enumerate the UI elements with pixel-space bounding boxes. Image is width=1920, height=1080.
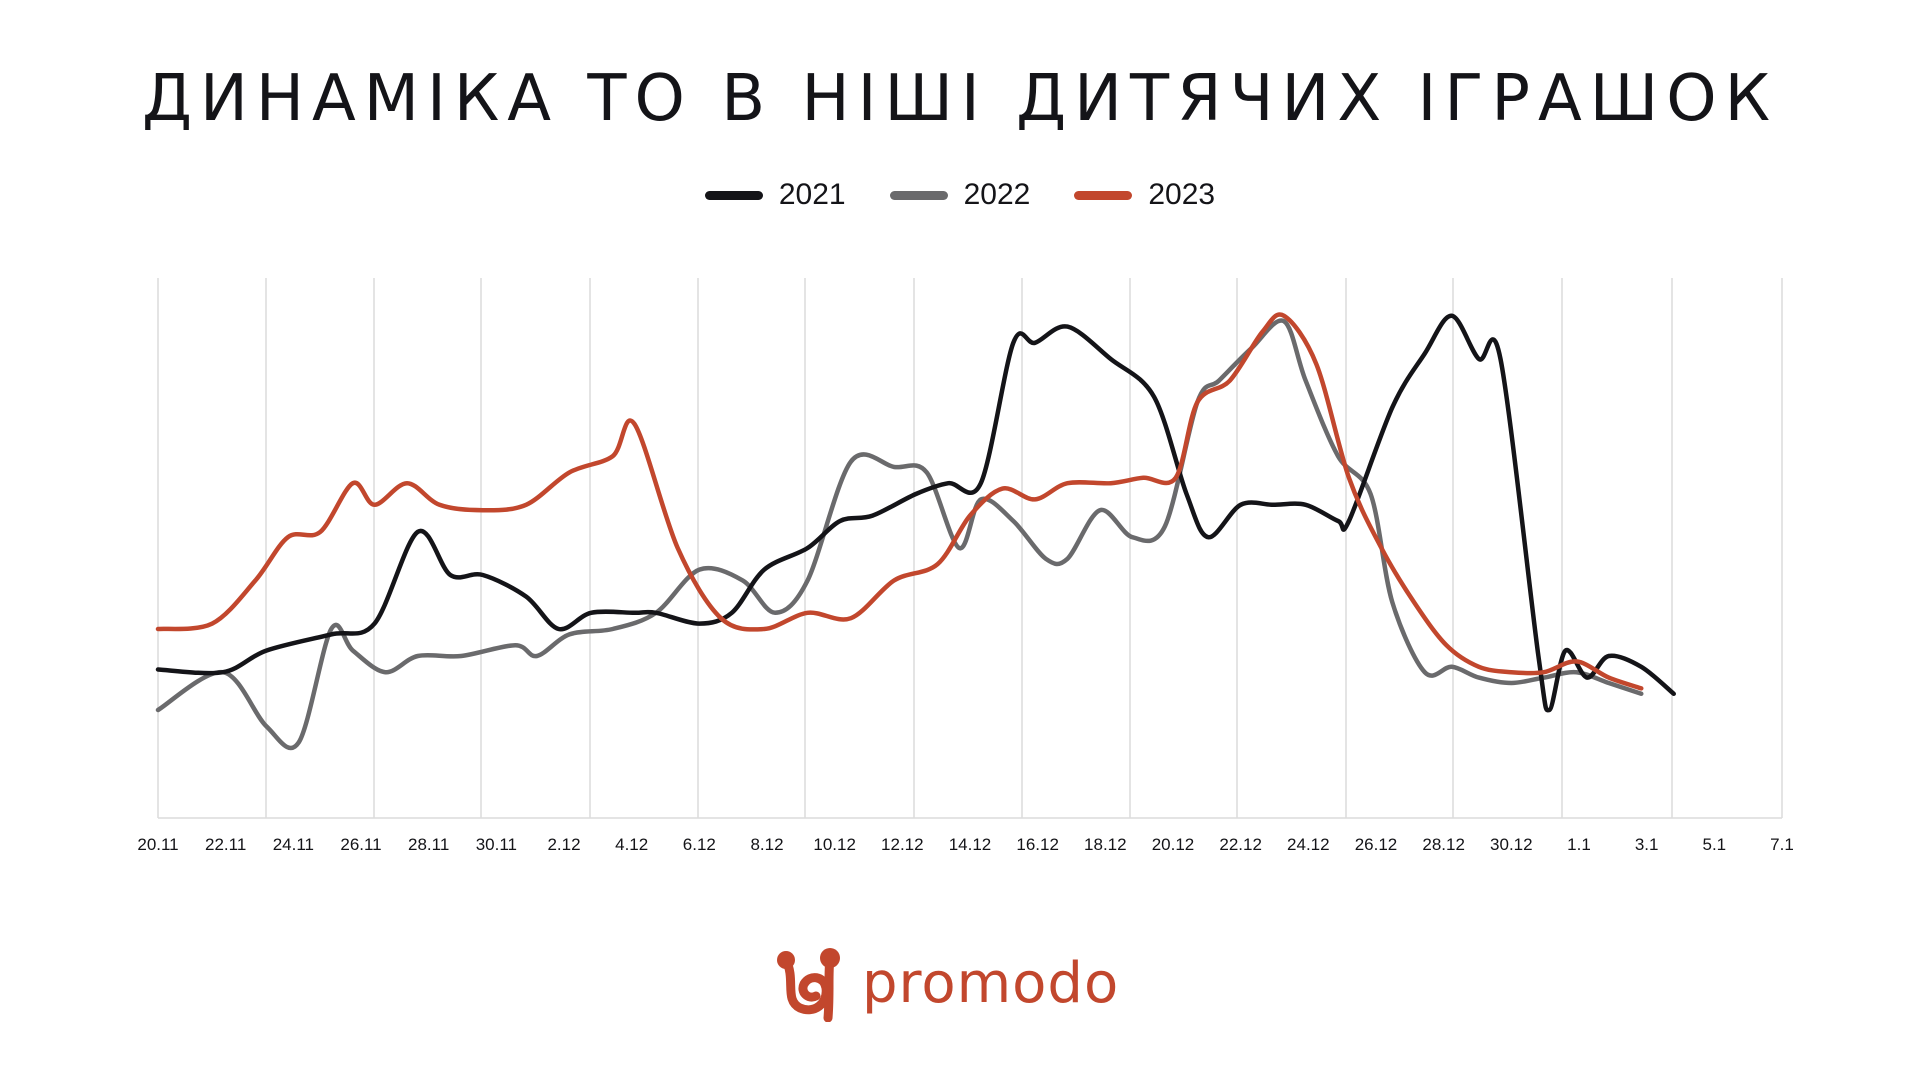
legend-item-2021: 2021 xyxy=(704,178,846,212)
x-tick-label: 14.12 xyxy=(949,835,992,854)
x-tick-label: 24.12 xyxy=(1287,835,1330,854)
x-tick-label: 26.11 xyxy=(340,835,381,854)
x-tick-label: 2.12 xyxy=(547,835,580,854)
x-tick-label: 3.1 xyxy=(1635,835,1659,854)
x-tick-label: 22.12 xyxy=(1219,835,1262,854)
x-tick-label: 24.11 xyxy=(273,835,314,854)
x-tick-label: 18.12 xyxy=(1084,835,1127,854)
series-line-2021 xyxy=(155,313,1676,713)
x-tick-label: 20.12 xyxy=(1152,835,1195,854)
x-tick-label: 22.11 xyxy=(205,835,246,854)
x-tick-label: 26.12 xyxy=(1355,835,1398,854)
brand-logo: promodo xyxy=(770,944,1119,1022)
x-tick-label: 8.12 xyxy=(750,835,783,854)
x-tick-label: 20.11 xyxy=(137,835,178,854)
brand-name: promodo xyxy=(862,950,1120,1016)
x-tick-label: 12.12 xyxy=(881,835,924,854)
x-tick-label: 30.11 xyxy=(476,835,517,854)
x-tick-label: 1.1 xyxy=(1567,835,1591,854)
x-tick-label: 16.12 xyxy=(1016,835,1059,854)
promodo-logo-icon xyxy=(777,948,840,1022)
legend-label-2022: 2022 xyxy=(963,178,1031,211)
x-tick-label: 30.12 xyxy=(1490,835,1533,854)
x-tick-label: 10.12 xyxy=(813,835,856,854)
chart-title: ДИНАМІКА ТО В НІШІ ДИТЯЧИХ ІГРАШОК xyxy=(141,62,1779,136)
chart-legend: 2021 2022 2023 xyxy=(0,178,1920,212)
x-tick-label: 7.1 xyxy=(1770,835,1794,854)
x-tick-label: 28.12 xyxy=(1422,835,1465,854)
legend-swatch-2023 xyxy=(1074,190,1133,200)
series-line-2022 xyxy=(155,318,1644,751)
x-tick-label: 4.12 xyxy=(615,835,648,854)
series-line-2023 xyxy=(155,312,1644,691)
legend-swatch-2021 xyxy=(704,190,763,200)
x-tick-label: 5.1 xyxy=(1703,835,1727,854)
legend-label-2021: 2021 xyxy=(778,178,846,211)
legend-item-2023: 2023 xyxy=(1074,178,1215,212)
legend-label-2023: 2023 xyxy=(1148,178,1216,211)
legend-swatch-2022 xyxy=(889,190,948,200)
x-tick-label: 6.12 xyxy=(683,835,716,854)
x-tick-label: 28.11 xyxy=(408,835,449,854)
legend-item-2022: 2022 xyxy=(889,178,1031,212)
